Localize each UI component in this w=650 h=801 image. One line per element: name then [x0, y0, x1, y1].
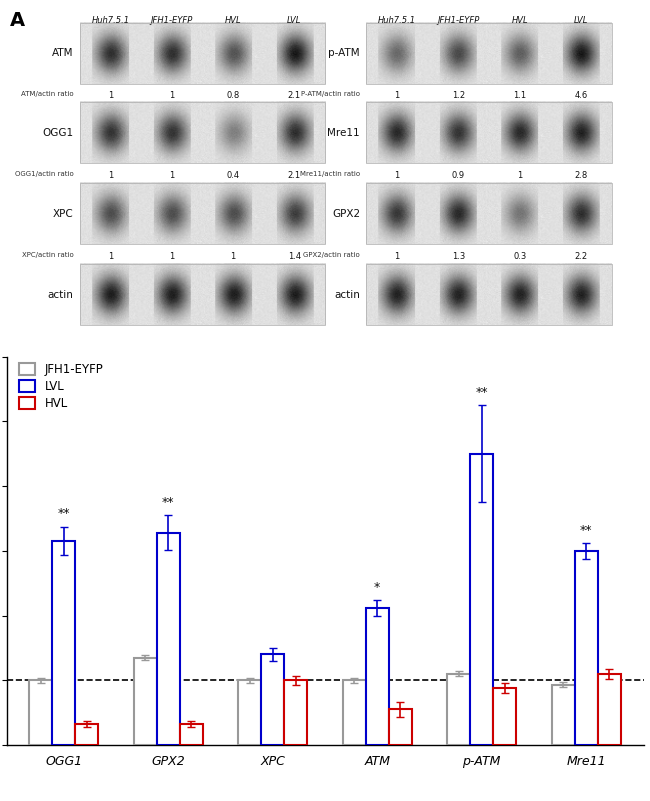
- Text: actin: actin: [334, 290, 360, 300]
- Text: 1: 1: [395, 91, 400, 100]
- Text: *: *: [374, 581, 380, 594]
- Text: 1: 1: [169, 252, 174, 261]
- Text: 1.1: 1.1: [513, 91, 526, 100]
- Bar: [367, 183, 612, 244]
- Text: HVL: HVL: [225, 16, 241, 26]
- Bar: [597, 674, 621, 745]
- Text: 1: 1: [169, 171, 174, 179]
- Bar: [389, 710, 411, 745]
- Bar: [261, 654, 284, 745]
- Bar: [80, 103, 325, 163]
- Bar: [284, 680, 307, 745]
- Text: Mre11/actin ratio: Mre11/actin ratio: [300, 171, 360, 177]
- Bar: [552, 685, 575, 745]
- Bar: [367, 103, 612, 163]
- Text: **: **: [580, 524, 592, 537]
- Text: Huh7.5.1: Huh7.5.1: [92, 16, 129, 26]
- Text: 0.4: 0.4: [226, 171, 240, 179]
- Text: HVL: HVL: [512, 16, 528, 26]
- Text: 2.8: 2.8: [575, 171, 588, 179]
- Bar: [75, 724, 98, 745]
- Text: Mre11: Mre11: [328, 128, 360, 138]
- Text: GPX2: GPX2: [332, 209, 360, 219]
- Bar: [80, 183, 325, 244]
- Bar: [493, 688, 516, 745]
- Text: P-ATM/actin ratio: P-ATM/actin ratio: [301, 91, 360, 98]
- Bar: [367, 23, 612, 84]
- Text: JFH1-EYFP: JFH1-EYFP: [437, 16, 480, 26]
- Bar: [29, 680, 53, 745]
- Text: 1.2: 1.2: [452, 91, 465, 100]
- Bar: [366, 608, 389, 745]
- Text: 4.6: 4.6: [575, 91, 588, 100]
- Bar: [53, 541, 75, 745]
- Bar: [575, 551, 597, 745]
- Text: OGG1: OGG1: [42, 128, 73, 138]
- Bar: [157, 533, 180, 745]
- Text: 1: 1: [108, 171, 113, 179]
- Text: 1: 1: [108, 252, 113, 261]
- Text: LVL: LVL: [574, 16, 588, 26]
- Bar: [343, 680, 366, 745]
- Text: 0.3: 0.3: [513, 252, 526, 261]
- Text: 1: 1: [108, 91, 113, 100]
- Text: 1: 1: [517, 171, 523, 179]
- Text: JFH1-EYFP: JFH1-EYFP: [151, 16, 193, 26]
- Text: 1: 1: [169, 91, 174, 100]
- Text: OGG1/actin ratio: OGG1/actin ratio: [15, 171, 73, 177]
- Text: LVL: LVL: [287, 16, 302, 26]
- Text: 2.1: 2.1: [288, 91, 301, 100]
- Text: ATM/actin ratio: ATM/actin ratio: [21, 91, 73, 98]
- Bar: [80, 23, 325, 84]
- Bar: [239, 680, 261, 745]
- Bar: [180, 724, 203, 745]
- Text: XPC/actin ratio: XPC/actin ratio: [21, 252, 73, 258]
- Text: **: **: [162, 496, 175, 509]
- Bar: [447, 674, 470, 745]
- Text: Huh7.5.1: Huh7.5.1: [378, 16, 416, 26]
- Text: 2.1: 2.1: [288, 171, 301, 179]
- Text: GPX2/actin ratio: GPX2/actin ratio: [304, 252, 360, 258]
- Text: 0.8: 0.8: [226, 91, 240, 100]
- Bar: [80, 264, 325, 325]
- Text: 1: 1: [395, 252, 400, 261]
- Text: ATM: ATM: [52, 49, 73, 58]
- Text: 2.2: 2.2: [575, 252, 588, 261]
- Text: XPC: XPC: [53, 209, 73, 219]
- Text: 1.3: 1.3: [452, 252, 465, 261]
- Text: 1: 1: [395, 171, 400, 179]
- Text: **: **: [58, 507, 70, 521]
- Text: p-ATM: p-ATM: [328, 49, 360, 58]
- Bar: [470, 453, 493, 745]
- Text: 1.4: 1.4: [288, 252, 301, 261]
- Text: 1: 1: [230, 252, 236, 261]
- Text: 0.9: 0.9: [452, 171, 465, 179]
- Text: **: **: [475, 386, 488, 399]
- Bar: [134, 658, 157, 745]
- Legend: JFH1-EYFP, LVL, HVL: JFH1-EYFP, LVL, HVL: [19, 363, 103, 410]
- Text: A: A: [10, 11, 25, 30]
- Text: actin: actin: [47, 290, 73, 300]
- Bar: [367, 264, 612, 325]
